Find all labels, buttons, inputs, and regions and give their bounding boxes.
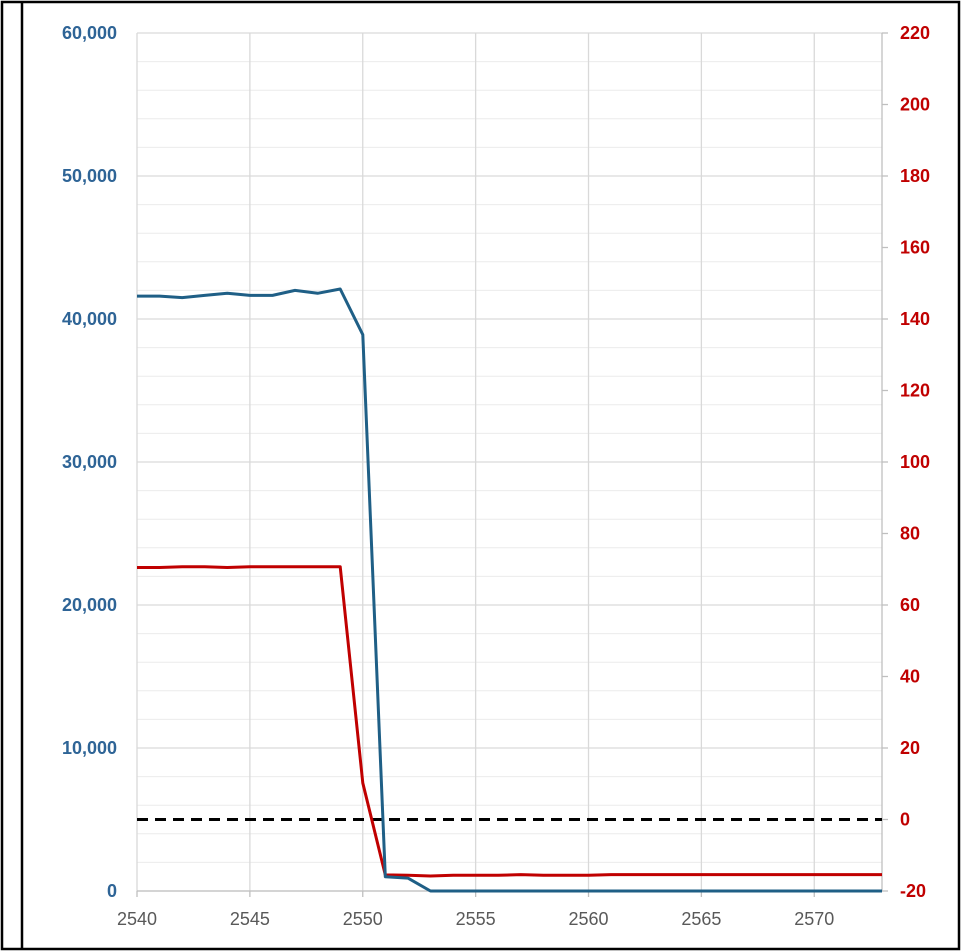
right-axis-tick-labels: -20 0 20 40 60 80 100 120 140 160 180 200 220: [900, 23, 930, 901]
left-axis-tick-label: 50,000: [62, 166, 117, 186]
x-axis-tick-label: 2555: [456, 909, 496, 929]
x-axis-tick-label: 2545: [230, 909, 270, 929]
left-axis-tick-label: 60,000: [62, 23, 117, 43]
right-axis-tick-label: 220: [900, 23, 930, 43]
left-axis-tick-label: 40,000: [62, 309, 117, 329]
left-axis-tick-label: 0: [107, 881, 117, 901]
x-axis-tick-label: 2550: [343, 909, 383, 929]
left-axis-tick-label: 10,000: [62, 738, 117, 758]
x-axis-tick-label: 2570: [794, 909, 834, 929]
left-axis-tick-labels: 0 10,000 20,000 30,000 40,000 50,000 60,000: [62, 23, 117, 901]
right-axis-tick-label: 0: [900, 810, 910, 830]
series-layer: [137, 287, 882, 893]
right-axis-tick-label: 160: [900, 238, 930, 258]
major-gridlines: [136, 32, 882, 892]
x-axis-tick-label: 2565: [681, 909, 721, 929]
right-axis-tick-label: 140: [900, 309, 930, 329]
right-axis-tick-label: 20: [900, 738, 920, 758]
right-axis-tick-label: 200: [900, 95, 930, 115]
red-series-line: [137, 565, 882, 878]
minor-gridlines: [137, 61, 882, 863]
x-axis-tick-label: 2560: [568, 909, 608, 929]
right-axis-tick-label: 80: [900, 524, 920, 544]
right-axis-tick-label: 60: [900, 595, 920, 615]
left-axis-tick-label: 20,000: [62, 595, 117, 615]
blue-series-line: [137, 287, 882, 893]
x-axis-tick-labels: 2540 2545 2550 2555 2560 2565 2570: [117, 909, 834, 929]
right-axis-tick-label: -20: [900, 881, 926, 901]
right-axis-tick-label: 100: [900, 452, 930, 472]
right-axis-tick-label: 120: [900, 381, 930, 401]
x-axis-tick-label: 2540: [117, 909, 157, 929]
right-axis-tick-label: 40: [900, 667, 920, 687]
right-axis-tick-label: 180: [900, 166, 930, 186]
left-axis-tick-label: 30,000: [62, 452, 117, 472]
